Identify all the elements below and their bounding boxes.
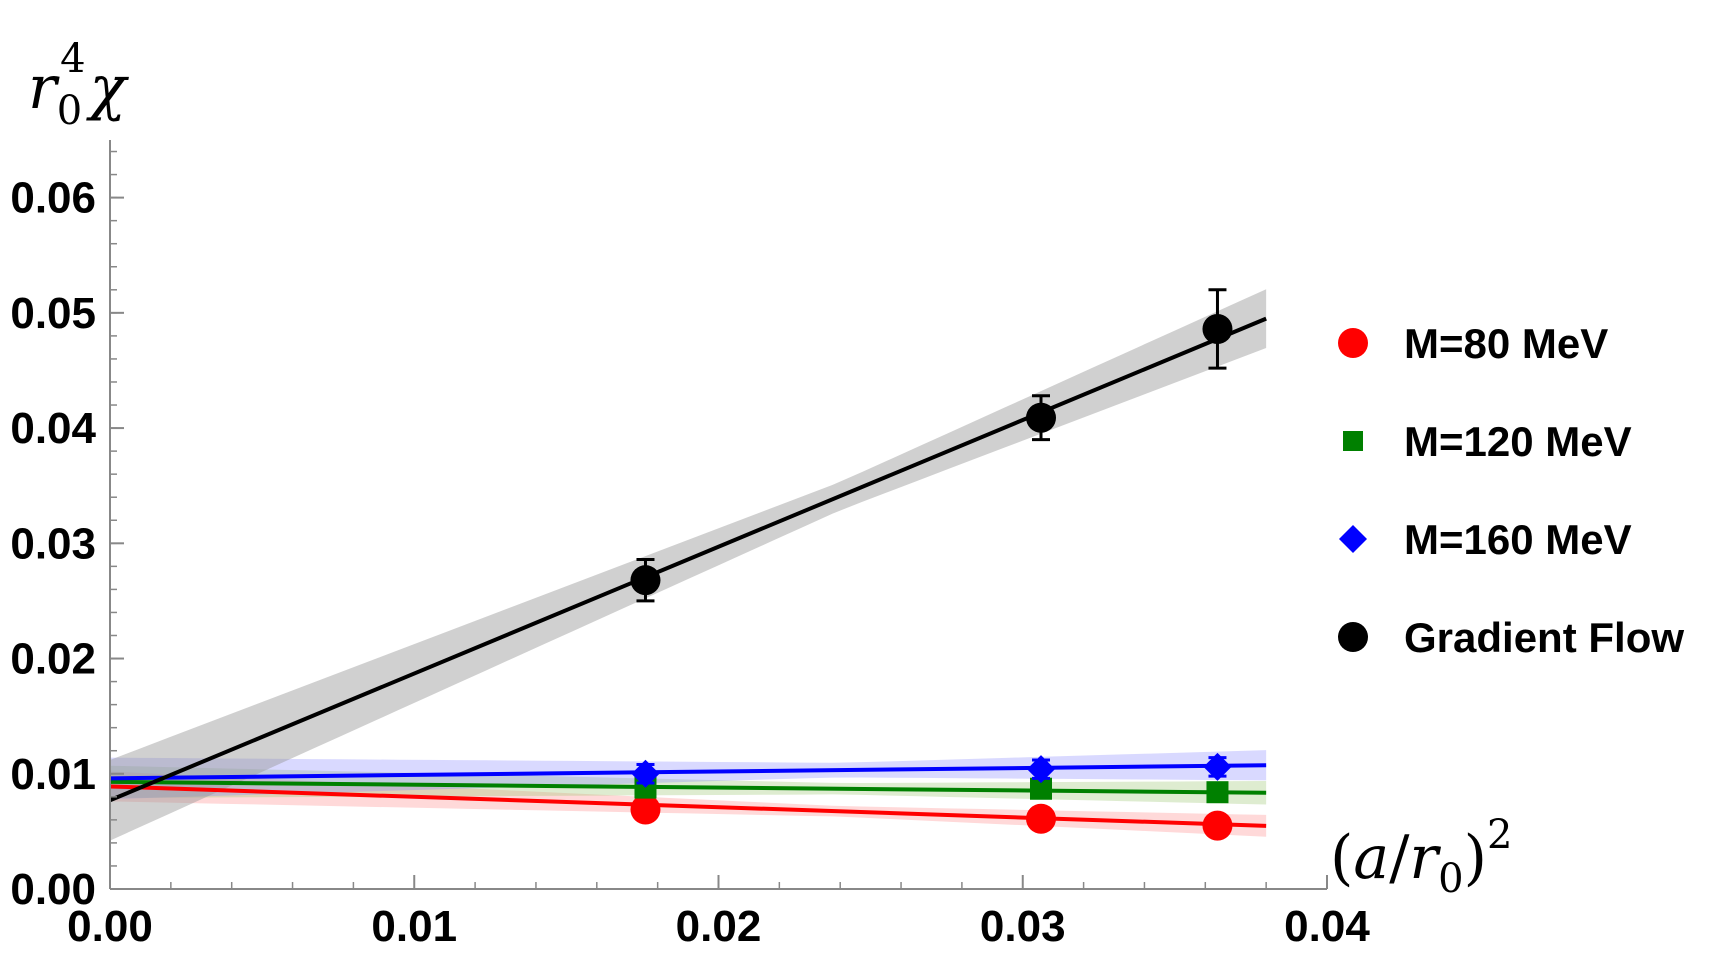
legend-label: Gradient Flow [1404,614,1684,661]
marker-diamond [1203,752,1232,781]
x-tick-label: 0.01 [371,902,457,951]
y-tick-label: 0.02 [10,635,96,684]
legend: M=80 MeV M=120 MeV M=160 MeV Gradient Flow [1338,320,1684,661]
data-point [630,557,661,603]
confidence-bands [110,289,1267,841]
marker-circle [1026,803,1057,834]
confidence-band [110,771,1267,837]
x-tick-label: 0.04 [1284,902,1370,951]
x-tick-label: 0.00 [67,902,153,951]
data-point [1026,394,1057,442]
x-tick-label: 0.02 [676,902,762,951]
data-point [1202,288,1233,370]
data-point [1206,781,1229,804]
y-tick-label: 0.04 [10,404,96,453]
legend-item: M=80 MeV [1338,320,1608,367]
legend-label: M=80 MeV [1404,320,1608,367]
fit-line [109,784,1267,828]
marker-diamond [631,759,660,788]
y-tick-label: 0.00 [10,865,96,914]
fit-line [109,763,1267,781]
legend-item: Gradient Flow [1338,614,1684,661]
data-point [1027,755,1056,784]
x-tick-label: 0.03 [980,902,1066,951]
data-point [1202,810,1233,841]
data-points [630,288,1233,841]
data-point [1203,752,1232,781]
data-point [1026,803,1057,834]
fit-line [109,779,1267,795]
confidence-band [110,750,1267,800]
marker-circle [1026,402,1057,433]
confidence-band [110,289,1267,841]
legend-item: M=160 MeV [1339,516,1632,563]
y-tick-label: 0.03 [10,519,96,568]
data-point [631,759,660,788]
marker-diamond [1027,755,1056,784]
y-tick-label: 0.06 [10,174,96,223]
marker-circle [1202,810,1233,841]
marker-square [1206,781,1229,804]
legend-marker [1343,431,1363,451]
marker-circle [630,794,661,825]
legend-marker [1338,622,1368,652]
legend-marker [1339,525,1367,553]
ticks [109,150,1328,890]
tick-labels: 0.00 0.01 0.02 0.03 0.04 0.00 0.01 0.02 0.03 0.04… [10,174,1370,951]
legend-marker [1338,328,1368,358]
legend-label: M=160 MeV [1404,516,1632,563]
y-tick-label: 0.01 [10,750,96,799]
x-axis-title: (a/r0)2 [1330,812,1512,902]
data-point [630,794,661,825]
legend-item: M=120 MeV [1343,418,1632,465]
y-tick-label: 0.05 [10,289,96,338]
fit-lines [109,316,1267,828]
y-axis-title: r04χ [28,36,130,134]
legend-label: M=120 MeV [1404,418,1632,465]
marker-circle [630,565,661,596]
fit-line [109,316,1267,803]
marker-circle [1202,313,1233,344]
marker-square [1030,777,1053,800]
